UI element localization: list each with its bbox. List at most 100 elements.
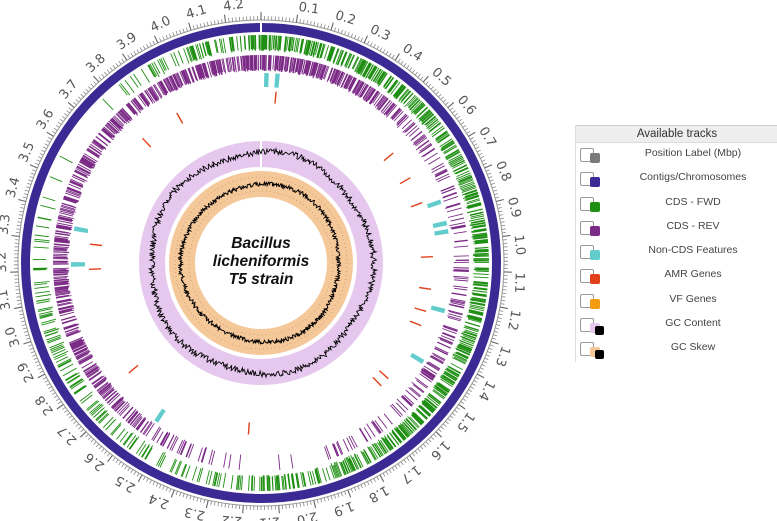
amr-gene: [378, 370, 389, 380]
non-cds-feature: [430, 305, 446, 314]
legend-item[interactable]: GC Content: [576, 313, 777, 337]
legend-item[interactable]: CDS - REV: [576, 216, 777, 240]
position-label: 1.7: [398, 462, 424, 487]
legend-item[interactable]: Position Label (Mbp): [576, 143, 777, 167]
position-label: 2.0: [295, 508, 318, 521]
position-label: 1.9: [331, 497, 356, 518]
tracks-legend: Available tracks Position Label (Mbp) Con…: [575, 125, 777, 362]
amr-gene: [399, 177, 411, 185]
position-label: 3.3: [0, 213, 14, 235]
position-label: 1.0: [511, 234, 528, 256]
position-scale: 0.1 0.20.30.40.50.60.70.80.91.01.11.21.31…: [0, 0, 528, 521]
genome-map: 0.1 0.20.30.40.50.60.70.80.91.01.11.21.31…: [0, 0, 528, 521]
legend-label: VF Genes: [669, 292, 717, 305]
position-label: 2.9: [15, 359, 38, 384]
cds-fwd-track: [32, 34, 490, 492]
legend-item[interactable]: Non-CDS Features: [576, 240, 777, 264]
position-label: 0.7: [475, 124, 499, 149]
gc-content-track: [139, 140, 383, 385]
position-label: 3.7: [57, 77, 82, 102]
non-cds-feature: [154, 408, 166, 423]
non-cds-feature: [432, 220, 448, 229]
legend-color-swatch: [590, 177, 600, 188]
legend-color-swatch: [590, 153, 600, 163]
center-title: Bacillus licheniformis T5 strain: [213, 235, 310, 288]
non-cds-feature: [434, 229, 449, 236]
position-label: 3.2: [0, 251, 10, 272]
amr-gene: [410, 202, 423, 208]
position-label: 1.3: [492, 344, 513, 368]
position-label: 3.0: [3, 324, 24, 348]
position-label: 3.9: [114, 30, 140, 54]
position-label: 3.5: [16, 140, 38, 165]
legend-header: Available tracks: [576, 125, 777, 143]
position-label: 2.5: [113, 472, 138, 495]
position-label: 1.8: [366, 482, 391, 505]
map-layer: 0.1 0.20.30.40.50.60.70.80.91.01.11.21.31…: [0, 0, 528, 521]
legend-label: CDS - FWD: [665, 195, 721, 208]
position-label: 2.3: [183, 503, 206, 521]
position-label: 0.5: [429, 65, 454, 90]
cds-rev-genes: [52, 54, 470, 471]
position-label: 2.8: [33, 392, 57, 418]
non-cds-feature: [274, 73, 280, 88]
amr-track: [89, 91, 433, 435]
non-cds-feature: [71, 262, 85, 267]
legend-color-swatch: [590, 201, 600, 212]
gc-content-line: [147, 147, 379, 379]
legend-label: GC Content: [665, 317, 721, 330]
position-label: 2.1: [259, 513, 281, 521]
non-cds-feature: [426, 199, 442, 209]
legend-label: Non-CDS Features: [648, 244, 738, 257]
legend-item[interactable]: CDS - FWD: [576, 192, 777, 216]
position-label: 1.6: [427, 437, 452, 462]
legend-item[interactable]: AMR Genes: [576, 264, 777, 288]
cds-rev-track: [52, 54, 470, 471]
contig-ring: [21, 22, 501, 503]
position-label: 1.2: [504, 309, 523, 332]
amr-gene: [89, 243, 103, 247]
amr-gene: [383, 152, 394, 162]
position-label: 4.0: [148, 13, 173, 35]
position-label: 1.4: [475, 378, 498, 403]
position-label: 0.3: [368, 22, 393, 44]
non-cds-feature: [410, 352, 425, 364]
legend-label: GC Skew: [670, 341, 716, 354]
amr-gene: [414, 307, 427, 312]
title-line-3: T5 strain: [229, 271, 294, 288]
position-label: 0.6: [454, 93, 479, 118]
position-label: 3.4: [4, 176, 24, 200]
gc-skew-grid-inner: [188, 190, 334, 336]
non-cds-feature: [73, 226, 89, 234]
legend-item[interactable]: Contigs/Chromosomes: [576, 167, 777, 191]
gc-skew-line: [177, 180, 342, 346]
legend-color-swatch: [590, 298, 600, 309]
title-line-1: Bacillus: [231, 235, 291, 252]
legend-label: Contigs/Chromosomes: [639, 171, 747, 184]
legend-item[interactable]: VF Genes: [576, 289, 777, 313]
legend-color-swatch: [590, 250, 600, 261]
position-label: 0.1: [298, 0, 321, 18]
minor-ticks: [14, 16, 508, 510]
position-label: 4.2: [222, 0, 245, 15]
non-cds-feature: [264, 73, 269, 88]
non-cds-track: [71, 73, 449, 423]
legend-item[interactable]: GC Skew: [576, 337, 777, 361]
legend-line-swatch: [595, 326, 604, 336]
position-label: 4.1: [184, 2, 208, 22]
title-line-2: licheniformis: [213, 253, 310, 270]
major-ticks: [10, 12, 512, 514]
position-label: 2.2: [221, 512, 243, 521]
amr-gene: [420, 256, 433, 258]
amr-gene: [89, 268, 102, 270]
amr-gene: [247, 422, 250, 435]
position-label: 2.4: [147, 490, 172, 511]
amr-gene: [409, 320, 422, 327]
position-label: 1.1: [511, 272, 527, 293]
legend-label: Position Label (Mbp): [644, 147, 742, 159]
legend-color-swatch: [590, 274, 600, 285]
amr-gene: [372, 376, 382, 387]
position-label: 3.1: [0, 288, 14, 311]
gc-skew-track: [169, 171, 353, 355]
amr-gene: [176, 112, 184, 124]
